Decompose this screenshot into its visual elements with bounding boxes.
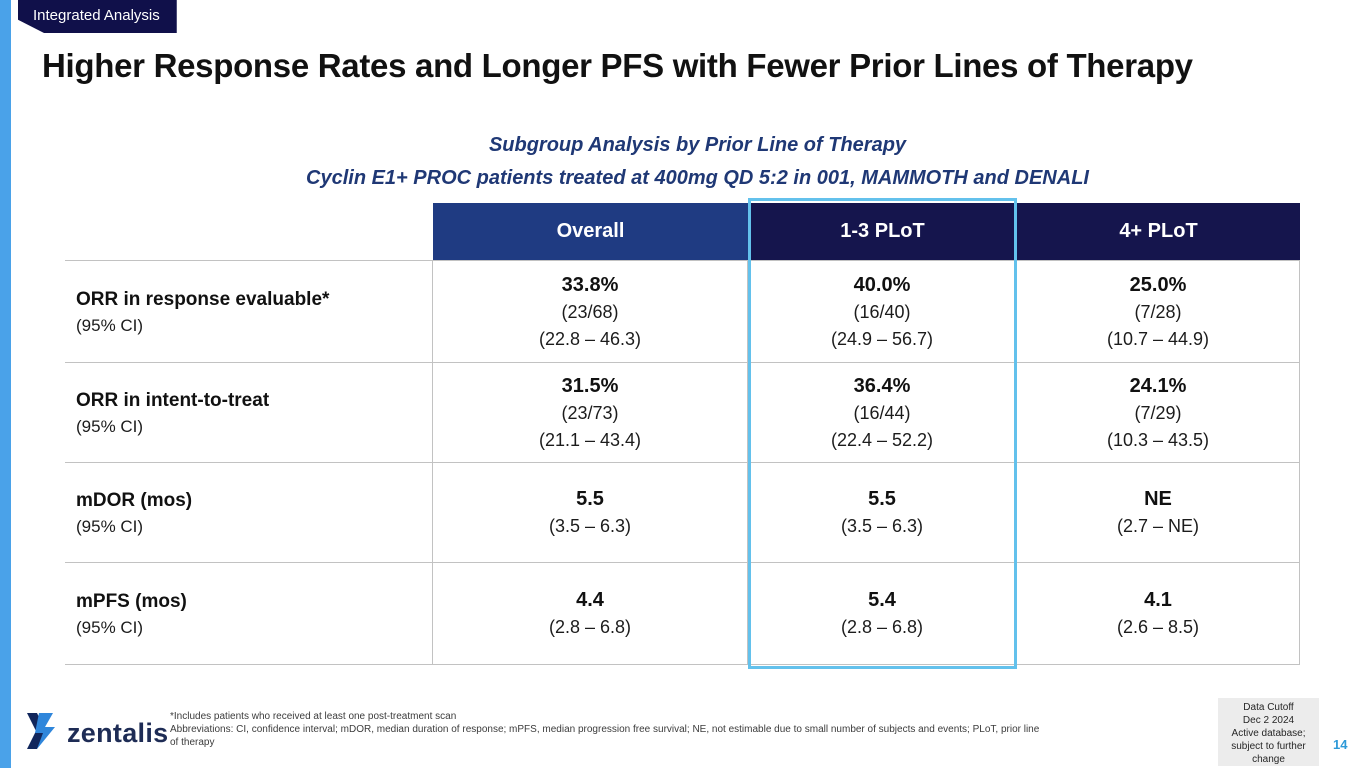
data-cell: NE (2.7 – NE) (1017, 463, 1300, 562)
cell-value: 5.4 (868, 589, 896, 611)
table-row: ORR in response evaluable* (95% CI) 33.8… (65, 260, 1300, 362)
cell-count: (7/28) (1134, 301, 1182, 322)
cutoff-line-1: Data Cutoff (1243, 702, 1294, 713)
cell-ci: (10.7 – 44.9) (1106, 328, 1210, 349)
data-cell: 5.5 (3.5 – 6.3) (748, 463, 1017, 562)
slide-tag-badge: Integrated Analysis (18, 0, 177, 33)
zentalis-logo-icon (26, 712, 58, 755)
cell-count: (7/29) (1134, 402, 1182, 423)
left-accent-stripe (0, 0, 11, 768)
table-header-blank (65, 203, 433, 260)
row-label: ORR in intent-to-treat (76, 389, 270, 411)
table-header-4plus-plot: 4+ PLoT (1017, 203, 1300, 260)
table-row: ORR in intent-to-treat (95% CI) 31.5% (2… (65, 362, 1300, 462)
row-label-cell: ORR in intent-to-treat (95% CI) (65, 363, 433, 462)
cutoff-line-2: Dec 2 2024 (1242, 715, 1295, 726)
results-table: Overall 1-3 PLoT 4+ PLoT ORR in response… (65, 198, 1300, 669)
cell-value: 36.4% (853, 374, 911, 397)
cell-ci: (2.8 – 6.8) (840, 617, 924, 637)
table-row: mDOR (mos) (95% CI) 5.5 (3.5 – 6.3) 5.5 … (65, 462, 1300, 562)
row-sublabel: (95% CI) (76, 416, 144, 436)
zentalis-logo-wordmark: zentalis (67, 718, 169, 748)
cell-value: 25.0% (1129, 273, 1187, 296)
footnote-line-2: Abbreviations: CI, confidence interval; … (170, 724, 1040, 735)
footnote-line-3: of therapy (170, 737, 215, 748)
cell-count: (23/68) (561, 301, 619, 322)
cell-count: (23/73) (561, 402, 619, 423)
row-label: mPFS (mos) (76, 590, 187, 612)
cell-value: 33.8% (561, 273, 619, 296)
cell-value: 4.4 (576, 589, 604, 611)
cell-ci: (22.4 – 52.2) (830, 429, 934, 450)
data-cell: 25.0% (7/28) (10.7 – 44.9) (1017, 261, 1300, 362)
cell-value: NE (1144, 488, 1172, 510)
data-cell: 24.1% (7/29) (10.3 – 43.5) (1017, 363, 1300, 462)
row-label-cell: ORR in response evaluable* (95% CI) (65, 261, 433, 362)
slide-tag-label: Integrated Analysis (33, 7, 160, 24)
cutoff-line-4: subject to further (1231, 741, 1306, 752)
cell-value: 4.1 (1144, 589, 1172, 611)
cell-ci: (3.5 – 6.3) (548, 516, 632, 536)
table-header-1-3-plot: 1-3 PLoT (748, 203, 1017, 260)
slide-title: Higher Response Rates and Longer PFS wit… (42, 47, 1193, 84)
footnote-line-1: *Includes patients who received at least… (170, 711, 457, 722)
data-cell: 40.0% (16/40) (24.9 – 56.7) (748, 261, 1017, 362)
cell-ci: (2.6 – 8.5) (1116, 617, 1200, 637)
row-label-cell: mDOR (mos) (95% CI) (65, 463, 433, 562)
cutoff-line-3: Active database; (1231, 728, 1306, 739)
table-row: mPFS (mos) (95% CI) 4.4 (2.8 – 6.8) 5.4 … (65, 562, 1300, 665)
table-header-row: Overall 1-3 PLoT 4+ PLoT (65, 203, 1300, 260)
data-cell: 5.5 (3.5 – 6.3) (433, 463, 748, 562)
cell-value: 31.5% (561, 374, 619, 397)
cell-value: 24.1% (1129, 374, 1187, 397)
cell-ci: (10.3 – 43.5) (1106, 429, 1210, 450)
cutoff-line-5: change (1252, 754, 1285, 765)
cell-count: (16/40) (853, 301, 911, 322)
cell-ci: (22.8 – 46.3) (538, 328, 642, 349)
cell-value: 5.5 (868, 488, 896, 510)
row-label-cell: mPFS (mos) (95% CI) (65, 563, 433, 664)
page-number: 14 (1333, 737, 1348, 752)
cell-ci: (21.1 – 43.4) (538, 429, 642, 450)
data-cell: 31.5% (23/73) (21.1 – 43.4) (433, 363, 748, 462)
table-header-overall: Overall (433, 203, 748, 260)
subtitle: Subgroup Analysis by Prior Line of Thera… (30, 129, 1365, 195)
cell-ci: (2.7 – NE) (1116, 516, 1200, 536)
data-cutoff-box: Data Cutoff Dec 2 2024 Active database; … (1218, 698, 1319, 766)
data-cell: 36.4% (16/44) (22.4 – 52.2) (748, 363, 1017, 462)
cell-ci: (24.9 – 56.7) (830, 328, 934, 349)
subtitle-line-2: Cyclin E1+ PROC patients treated at 400m… (306, 167, 1089, 189)
data-cell: 4.1 (2.6 – 8.5) (1017, 563, 1300, 664)
data-cell: 5.4 (2.8 – 6.8) (748, 563, 1017, 664)
footnotes: *Includes patients who received at least… (170, 710, 1170, 749)
cell-value: 5.5 (576, 488, 604, 510)
row-sublabel: (95% CI) (76, 315, 144, 335)
subtitle-line-1: Subgroup Analysis by Prior Line of Thera… (488, 134, 907, 156)
cell-ci: (3.5 – 6.3) (840, 516, 924, 536)
cell-ci: (2.8 – 6.8) (548, 617, 632, 637)
zentalis-logo: zentalis (26, 712, 168, 755)
row-label: mDOR (mos) (76, 489, 193, 511)
row-sublabel: (95% CI) (76, 617, 144, 637)
row-sublabel: (95% CI) (76, 516, 144, 536)
cell-value: 40.0% (853, 273, 911, 296)
row-label: ORR in response evaluable* (76, 288, 330, 310)
data-cell: 33.8% (23/68) (22.8 – 46.3) (433, 261, 748, 362)
cell-count: (16/44) (853, 402, 911, 423)
data-cell: 4.4 (2.8 – 6.8) (433, 563, 748, 664)
